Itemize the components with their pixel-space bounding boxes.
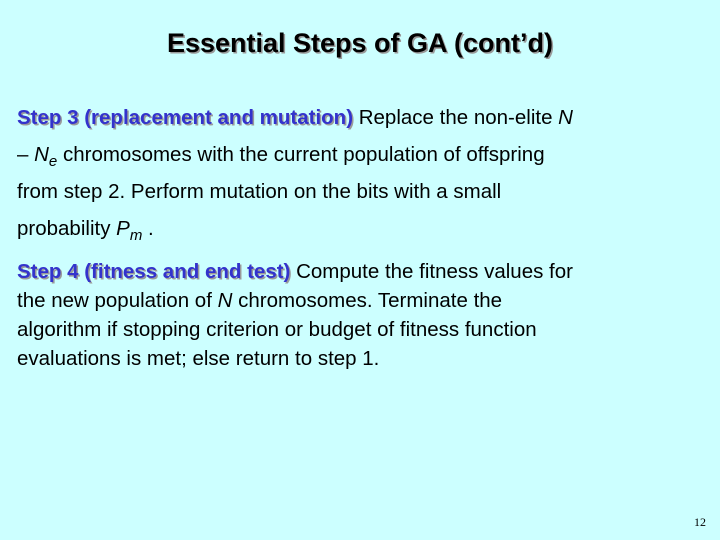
- step-3-line-1: Step 3 (replacement and mutation) Replac…: [17, 99, 707, 136]
- step-4-line-1-text: Compute the fitness values for: [290, 260, 573, 283]
- step-3-paragraph: Step 3 (replacement and mutation) Replac…: [17, 99, 707, 247]
- step-4-paragraph: Step 4 (fitness and end test) Compute th…: [17, 257, 707, 373]
- step-3-minus-sign: –: [17, 143, 35, 166]
- step-3-line-2-variable: N: [34, 143, 49, 166]
- step-3-line-1-variable: N: [558, 106, 573, 129]
- step-4-line-2-text-after: chromosomes. Terminate the: [232, 289, 503, 312]
- step-3-line-2-text: chromosomes with the current population …: [57, 143, 545, 166]
- step-3-line-4-end: .: [142, 217, 154, 240]
- step-4-line-2-variable: N: [217, 289, 233, 312]
- step-4-line-1: Step 4 (fitness and end test) Compute th…: [17, 257, 707, 286]
- step-3-label: Step 3 (replacement and mutation): [17, 106, 354, 129]
- step-3-line-4-subscript: m: [129, 227, 143, 244]
- step-3-line-1-text: Replace the non-elite: [353, 106, 559, 129]
- step-3-line-4-text: probability: [17, 217, 117, 240]
- step-3-line-4-variable: P: [116, 217, 130, 240]
- slide-title: Essential Steps of GA (cont’d): [166, 28, 554, 58]
- step-4-line-4: evaluations is met; else return to step …: [17, 347, 380, 370]
- step-3-line-3: from step 2. Perform mutation on the bit…: [17, 180, 502, 203]
- page-number: 12: [694, 515, 706, 529]
- step-4-line-2: the new population of N chromosomes. Ter…: [17, 286, 707, 315]
- step-4-line-2-text-before: the new population of: [17, 289, 218, 312]
- step-3-line-4: probability Pm .: [17, 210, 707, 247]
- step-4-line-3: algorithm if stopping criterion or budge…: [17, 318, 537, 341]
- step-3-line-2-subscript: e: [48, 153, 58, 170]
- step-3-line-2: – Ne chromosomes with the current popula…: [17, 136, 707, 173]
- step-4-label: Step 4 (fitness and end test): [17, 260, 291, 283]
